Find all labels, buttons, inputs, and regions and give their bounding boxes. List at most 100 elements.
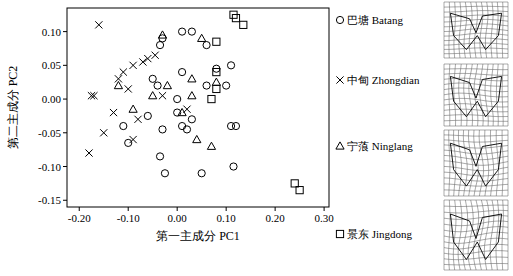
- grid-line: [444, 109, 508, 112]
- point: [230, 163, 237, 170]
- point: [159, 126, 166, 133]
- point: [203, 42, 210, 49]
- point: [178, 68, 185, 75]
- x-tick: [79, 207, 80, 211]
- points: [85, 11, 303, 194]
- grid-line: [444, 190, 508, 191]
- outline: [450, 13, 501, 49]
- point: [188, 75, 196, 82]
- grid-line: [480, 2, 483, 58]
- point: [156, 42, 163, 49]
- point: [178, 122, 185, 129]
- grid-line: [444, 69, 508, 70]
- grid-line: [444, 88, 508, 92]
- grid-line: [444, 93, 508, 97]
- grid-line: [508, 130, 509, 196]
- point: [125, 139, 132, 146]
- point: [129, 105, 137, 112]
- y-tick-label: -0.10: [38, 161, 61, 173]
- outline: [450, 143, 501, 186]
- grid-line: [491, 2, 493, 58]
- point: [161, 170, 168, 177]
- legend-label: 宁蒗 Ninglang: [347, 140, 413, 152]
- grid-line: [444, 58, 508, 59]
- y-tick-label: 0.10: [42, 26, 62, 38]
- grid-line: [444, 196, 508, 197]
- grid-line: [444, 244, 508, 249]
- series-2: [114, 31, 220, 150]
- grid-line: [444, 43, 508, 45]
- point: [149, 75, 156, 82]
- grid-line: [444, 257, 508, 260]
- grid-line: [444, 104, 508, 107]
- y-tick: [63, 65, 67, 66]
- grid-line: [444, 64, 445, 126]
- grid-line: [490, 200, 494, 270]
- x-tick-label: -0.20: [68, 212, 91, 224]
- y-axis-title: 第二主成分 PC2: [6, 66, 20, 150]
- point: [85, 149, 92, 156]
- grid-line: [444, 83, 508, 86]
- point: [125, 85, 132, 92]
- point: [296, 187, 303, 194]
- point: [134, 116, 141, 123]
- grid-line: [444, 200, 445, 270]
- grid-line: [444, 264, 508, 265]
- grid-line: [502, 200, 503, 270]
- point: [213, 68, 220, 75]
- grid-line: [484, 200, 489, 270]
- x-tick: [177, 207, 178, 211]
- deformation-grid: [444, 2, 508, 58]
- point: [198, 34, 206, 41]
- grid-line: [459, 64, 462, 126]
- grid-line: [444, 155, 508, 159]
- grid-line: [444, 251, 508, 255]
- grid-line: [459, 2, 461, 58]
- point: [163, 81, 171, 88]
- grid-line: [469, 2, 472, 58]
- point: [130, 136, 137, 143]
- grid-line: [444, 232, 508, 237]
- grid-line: [444, 52, 508, 54]
- grid-line: [508, 200, 509, 270]
- grid-line: [491, 64, 494, 126]
- point: [88, 92, 95, 99]
- grid-line: [444, 178, 508, 181]
- point: [223, 82, 230, 89]
- grid-line: [444, 140, 508, 142]
- series-0: [120, 28, 240, 177]
- point: [212, 78, 220, 85]
- grid-line: [444, 38, 508, 41]
- point: [100, 129, 107, 136]
- deformation-grid: [444, 130, 508, 196]
- point: [188, 28, 195, 35]
- y-tick: [63, 132, 67, 133]
- point: [198, 170, 205, 177]
- legend-marker: [336, 230, 343, 237]
- x-tick-label: 0.00: [168, 212, 188, 224]
- grid-line: [469, 64, 473, 126]
- grid-line: [444, 6, 508, 8]
- legend-marker: [336, 16, 343, 23]
- grid-line: [449, 64, 450, 126]
- point: [95, 21, 102, 28]
- point: [178, 28, 185, 35]
- grid-line: [444, 270, 508, 271]
- grid-line: [444, 24, 508, 27]
- grid-line: [444, 227, 508, 232]
- grid-line: [496, 200, 499, 270]
- point: [139, 58, 146, 65]
- legend-label: 中甸 Zhongdian: [347, 74, 420, 86]
- legend-label: 巴塘 Batang: [347, 14, 403, 26]
- grid-line: [502, 2, 504, 58]
- grid-line: [454, 2, 456, 58]
- legend-marker: [336, 142, 344, 149]
- y-tick: [63, 166, 67, 167]
- point: [178, 108, 186, 115]
- point: [193, 135, 201, 142]
- point: [152, 52, 159, 59]
- point: [207, 142, 215, 149]
- outline: [450, 214, 501, 260]
- grid-line: [444, 29, 508, 32]
- x-tick-label: -0.10: [117, 212, 140, 224]
